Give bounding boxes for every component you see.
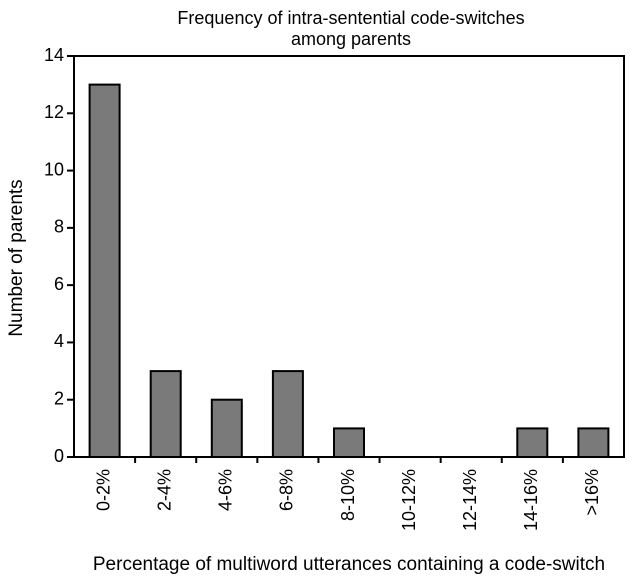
bar-8 — [577, 427, 610, 458]
x-tick-label: >16% — [582, 469, 602, 516]
chart-title-line-1: Frequency of intra-sentential code-switc… — [177, 8, 524, 28]
y-axis-ticks: 0 2 4 6 8 10 12 14 — [44, 45, 74, 466]
bar-3 — [271, 370, 304, 459]
x-tick-label: 4-6% — [216, 469, 236, 511]
x-tick-label: 12-14% — [460, 469, 480, 531]
y-axis-label: Number of parents — [6, 179, 27, 336]
bar-7 — [516, 427, 549, 458]
y-tick-label: 10 — [44, 159, 64, 179]
x-tick-label: 2-4% — [154, 469, 174, 511]
chart-title-line-2: among parents — [291, 29, 411, 49]
y-tick-label: 2 — [54, 388, 64, 408]
y-tick-label: 8 — [54, 217, 64, 237]
bar-0 — [88, 83, 121, 458]
bar-2 — [210, 398, 243, 459]
x-tick-label: 10-12% — [399, 469, 419, 531]
bars-layer — [88, 83, 610, 459]
y-tick-label: 0 — [54, 446, 64, 466]
bar-4 — [333, 427, 365, 458]
y-tick-label: 14 — [44, 45, 64, 65]
x-tick-label: 8-10% — [338, 469, 358, 521]
y-tick-label: 12 — [44, 102, 64, 122]
y-tick-label: 6 — [54, 274, 64, 294]
bar-1 — [149, 370, 182, 459]
x-axis-ticks: 0-2% 2-4% 4-6% 6-8% 8-10% 10-12% 12-14% 14-16% >… — [93, 457, 602, 531]
x-tick-label: 0-2% — [93, 469, 113, 511]
x-axis-label: Percentage of multiword utterances conta… — [93, 554, 605, 575]
y-tick-label: 4 — [54, 331, 64, 351]
x-tick-label: 14-16% — [521, 469, 541, 531]
x-tick-label: 6-8% — [277, 469, 297, 511]
